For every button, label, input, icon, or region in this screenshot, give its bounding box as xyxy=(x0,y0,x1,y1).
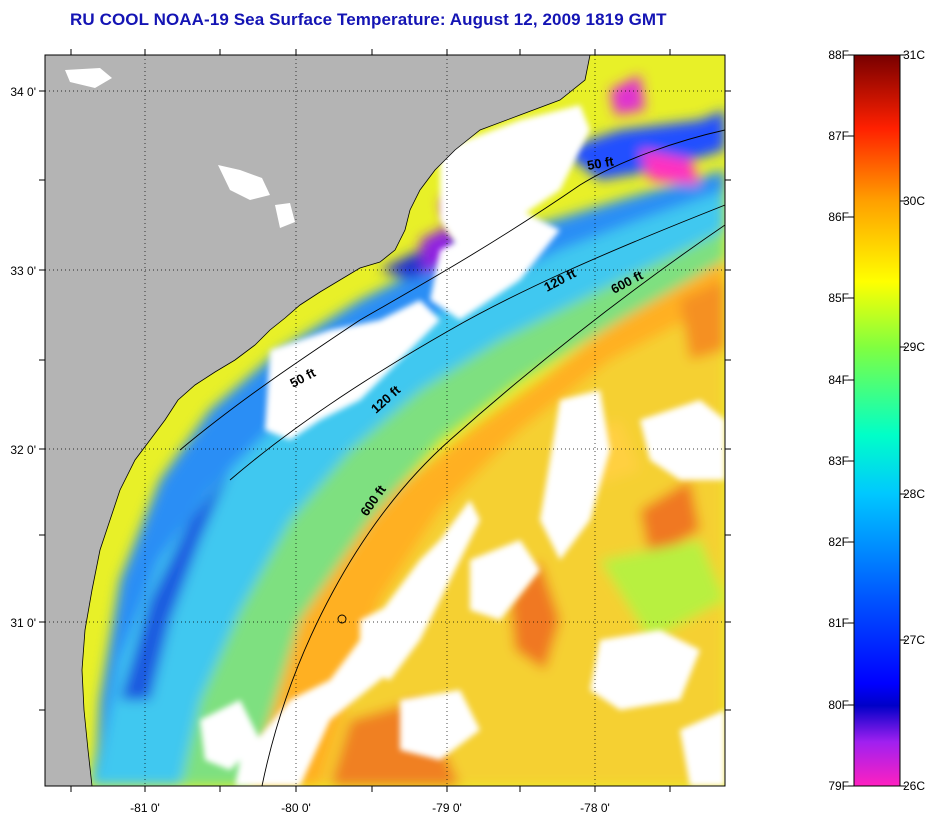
colorbar-f-83: 83F xyxy=(828,454,849,468)
colorbar-f-88: 88F xyxy=(828,48,849,62)
lon-label-79: -79 0' xyxy=(432,801,462,815)
map-frame xyxy=(44,54,726,787)
contour-label-50ft-north: 50 ft xyxy=(586,153,616,173)
contour-600ft xyxy=(261,224,725,786)
contour-ring xyxy=(337,614,347,624)
colorbar-f-84: 84F xyxy=(828,373,849,387)
colorbar: 88F 87F 86F 85F 84F 83F 82F 81F 80F 79F … xyxy=(828,48,925,793)
map-title: RU COOL NOAA-19 Sea Surface Temperature:… xyxy=(70,10,667,29)
graticule xyxy=(45,55,725,786)
cloud-mask xyxy=(200,105,725,786)
lon-label-78: -78 0' xyxy=(580,801,610,815)
colorbar-f-79: 79F xyxy=(828,779,849,793)
map-panel: 50 ft 120 ft 600 ft 50 ft 120 ft 600 ft xyxy=(45,55,725,786)
colorbar-f-87: 87F xyxy=(828,129,849,143)
colorbar-c-30: 30C xyxy=(903,194,925,208)
colorbar-c-28: 28C xyxy=(903,487,925,501)
colorbar-f-80: 80F xyxy=(828,698,849,712)
colorbar-f-85: 85F xyxy=(828,291,849,305)
contour-120ft xyxy=(229,204,725,481)
bathymetry-contours xyxy=(179,129,725,786)
colorbar-f-81: 81F xyxy=(828,616,849,630)
colorbar-scale xyxy=(853,54,901,787)
lat-label-34: 34 0' xyxy=(10,85,36,99)
colorbar-c-29: 29C xyxy=(903,340,925,354)
lat-label-31: 31 0' xyxy=(10,616,36,630)
contour-50ft xyxy=(179,129,725,451)
colorbar-c-26: 26C xyxy=(903,779,925,793)
axis-ticks xyxy=(39,49,731,792)
land-lakes xyxy=(65,68,295,228)
colorbar-c-31: 31C xyxy=(903,48,925,62)
lat-label-32: 32 0' xyxy=(10,443,36,457)
colorbar-f-82: 82F xyxy=(828,535,849,549)
lon-label-80: -80 0' xyxy=(281,801,311,815)
colorbar-f-86: 86F xyxy=(828,210,849,224)
lon-label-81: -81 0' xyxy=(130,801,160,815)
colorbar-c-27: 27C xyxy=(903,633,925,647)
colorbar-ticks xyxy=(848,54,906,787)
lat-label-33: 33 0' xyxy=(10,264,36,278)
land-mass xyxy=(45,55,591,786)
